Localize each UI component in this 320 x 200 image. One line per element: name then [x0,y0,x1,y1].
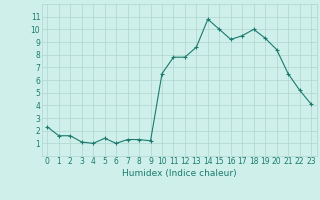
X-axis label: Humidex (Indice chaleur): Humidex (Indice chaleur) [122,169,236,178]
